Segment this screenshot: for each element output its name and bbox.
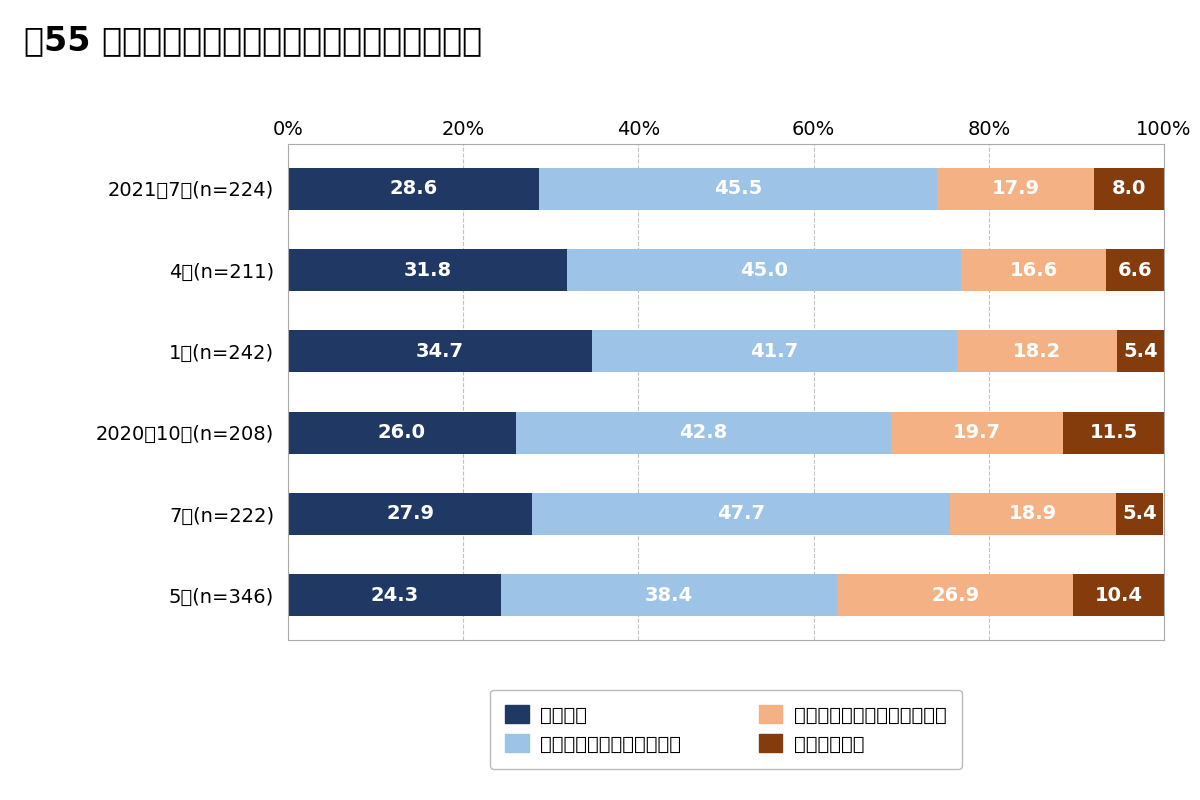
Legend: そう思う, どちらかと言えばそう思う, どちらと言えばそう思わない, そう思わない: そう思う, どちらかと言えばそう思う, どちらと言えばそう思わない, そう思わな… <box>490 690 962 769</box>
Text: 19.7: 19.7 <box>953 423 1001 442</box>
Bar <box>1117 330 1164 373</box>
Text: 41.7: 41.7 <box>750 342 799 361</box>
Bar <box>1063 411 1164 454</box>
Bar <box>961 249 1106 291</box>
Text: 6.6: 6.6 <box>1117 261 1152 279</box>
Text: 47.7: 47.7 <box>718 505 766 523</box>
Text: 42.8: 42.8 <box>679 423 727 442</box>
Bar <box>566 249 961 291</box>
Bar <box>838 574 1073 617</box>
Text: 17.9: 17.9 <box>991 179 1039 198</box>
Bar <box>288 167 539 210</box>
Text: 5.4: 5.4 <box>1123 342 1158 361</box>
Text: 28.6: 28.6 <box>389 179 437 198</box>
Bar <box>500 574 838 617</box>
Text: 11.5: 11.5 <box>1090 423 1138 442</box>
Text: 26.9: 26.9 <box>931 586 979 605</box>
Text: 8.0: 8.0 <box>1111 179 1146 198</box>
Bar <box>539 167 937 210</box>
Bar <box>937 167 1094 210</box>
Bar <box>890 411 1063 454</box>
Bar <box>288 574 500 617</box>
Text: 45.0: 45.0 <box>739 261 787 279</box>
Text: 5.4: 5.4 <box>1122 505 1157 523</box>
Text: 45.5: 45.5 <box>714 179 762 198</box>
Bar <box>288 249 566 291</box>
Bar <box>950 493 1116 535</box>
Bar <box>1106 249 1164 291</box>
Text: 16.6: 16.6 <box>1009 261 1057 279</box>
Bar <box>958 330 1117 373</box>
Bar <box>288 493 533 535</box>
Text: 31.8: 31.8 <box>403 261 451 279</box>
Bar <box>288 330 592 373</box>
Text: 34.7: 34.7 <box>416 342 464 361</box>
Bar <box>1094 167 1164 210</box>
Text: 26.0: 26.0 <box>378 423 426 442</box>
Bar <box>288 411 516 454</box>
Bar <box>1073 574 1164 617</box>
Bar <box>592 330 958 373</box>
Bar <box>516 411 890 454</box>
Text: 27.9: 27.9 <box>386 505 434 523</box>
Text: 24.3: 24.3 <box>371 586 419 605</box>
Text: 18.9: 18.9 <box>1009 505 1057 523</box>
Text: 図55 コロナ禍収束後もテレワークを行いたいか: 図55 コロナ禍収束後もテレワークを行いたいか <box>24 24 482 57</box>
Text: 18.2: 18.2 <box>1013 342 1061 361</box>
Bar <box>533 493 950 535</box>
Text: 38.4: 38.4 <box>644 586 694 605</box>
Text: 10.4: 10.4 <box>1094 586 1142 605</box>
Bar <box>1116 493 1163 535</box>
